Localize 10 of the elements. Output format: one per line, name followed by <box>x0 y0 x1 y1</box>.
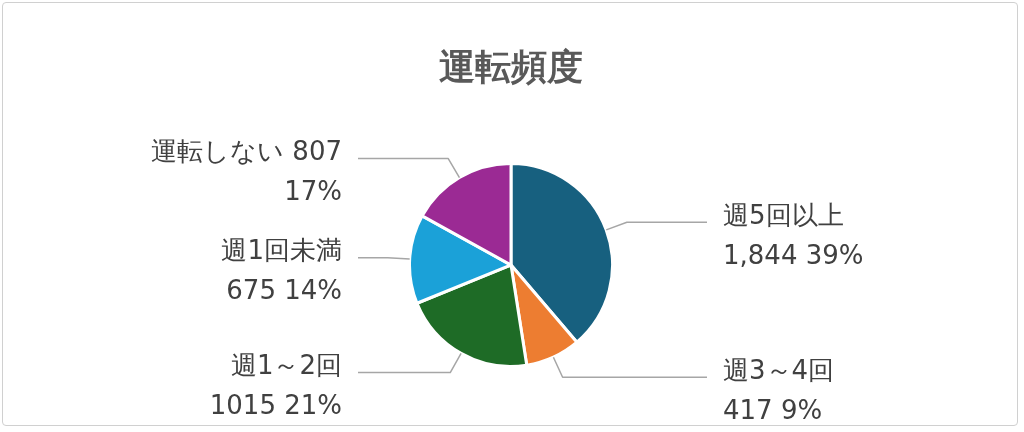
data-label: 675 14% <box>226 275 342 306</box>
slice-label: 週1～2回 <box>230 350 342 381</box>
data-label: 1,844 39% <box>723 240 864 271</box>
slice-label: 週1回未満 <box>221 235 342 266</box>
slice-label: 週3～4回 <box>723 354 835 385</box>
data-label: 417 9% <box>723 394 823 425</box>
slice-label: 運転しない 807 17% <box>151 136 342 207</box>
slice-label: 週5回以上 <box>723 200 844 231</box>
chart-title: 運転頻度 <box>439 46 583 88</box>
data-label: 1015 21% <box>209 390 342 421</box>
